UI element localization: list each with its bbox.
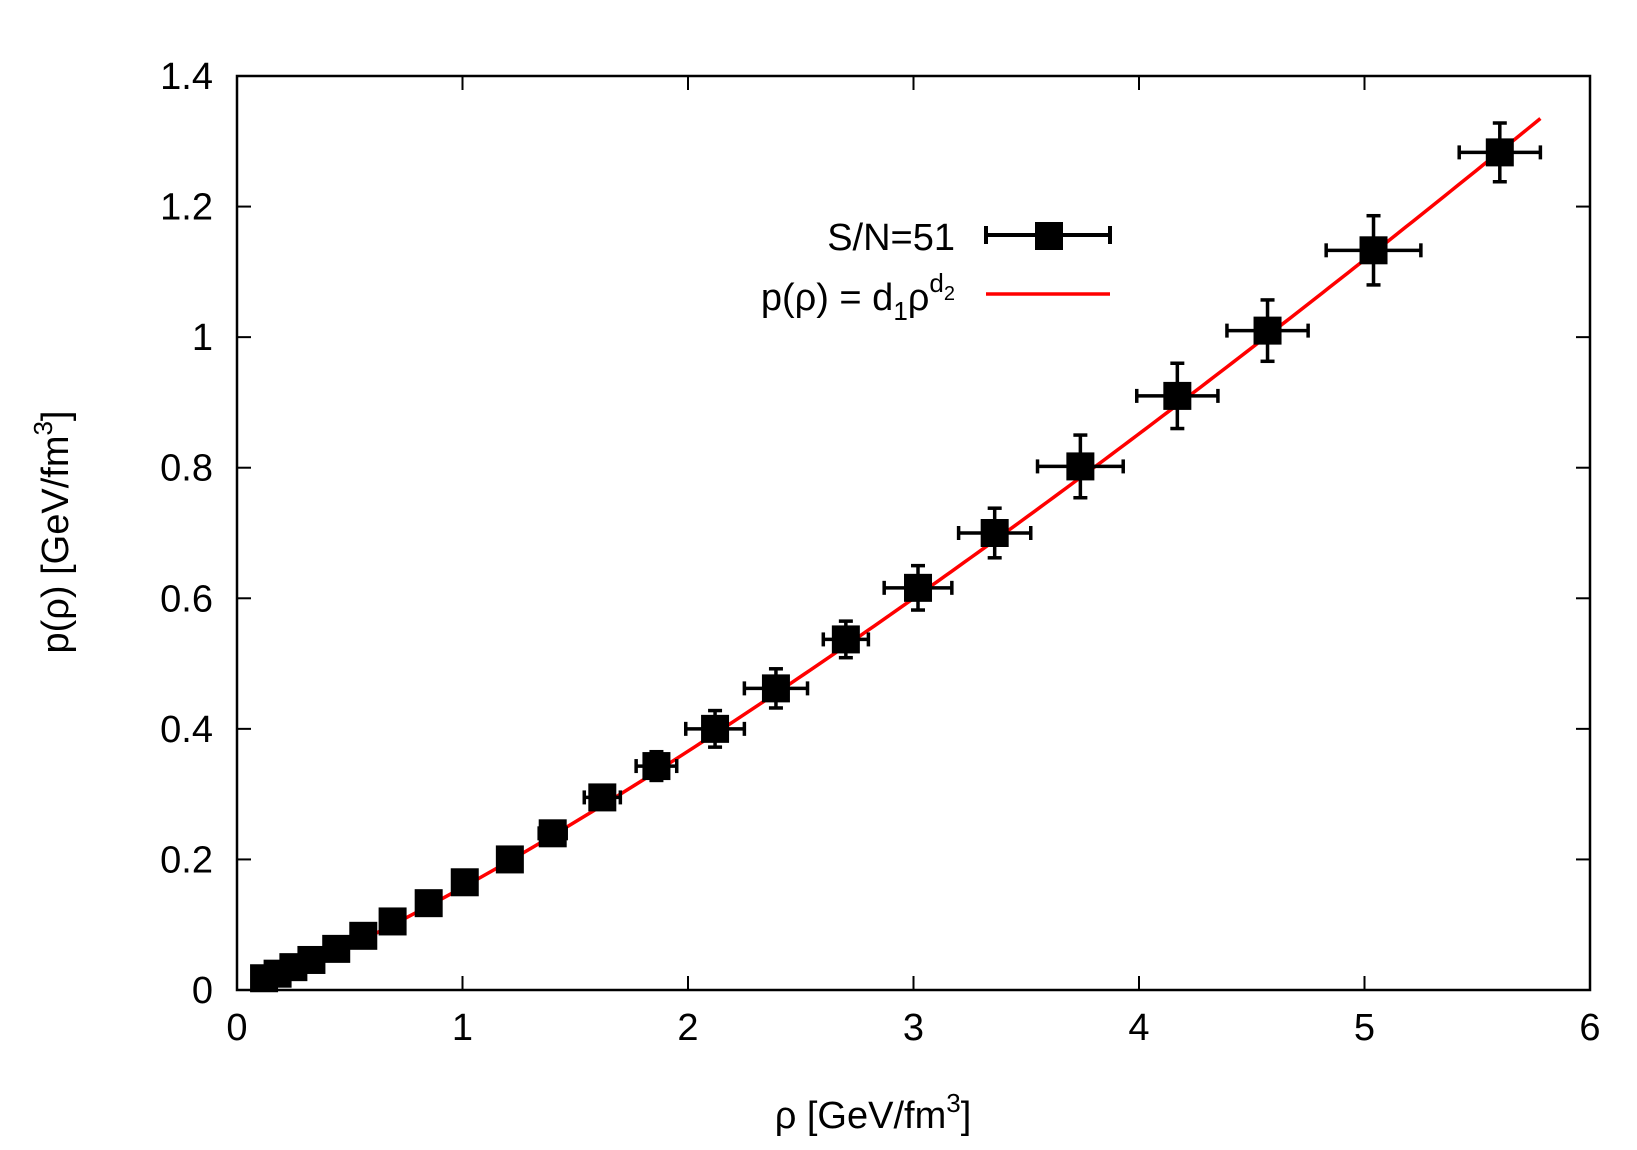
x-tick-label: 2 [677, 1007, 698, 1049]
point-marker [495, 845, 524, 874]
point-marker [1485, 138, 1514, 167]
legend-data-marker [1035, 222, 1063, 250]
point-marker [980, 519, 1009, 547]
data-point [349, 921, 378, 950]
data-point [956, 506, 1033, 560]
legend-label-fit: p(ρ) = d1ρd2 [761, 268, 955, 326]
x-tick-label: 6 [1579, 1007, 1600, 1049]
y-tick-label: 1.4 [160, 56, 213, 98]
point-marker [831, 625, 860, 654]
data-point [821, 619, 871, 660]
y-tick-label: 0.2 [160, 839, 213, 881]
y-tick-label: 0.6 [160, 578, 213, 620]
data-point [1457, 121, 1543, 184]
point-marker [761, 674, 790, 703]
data-point [683, 708, 747, 749]
data-point [495, 845, 524, 874]
data-point [297, 945, 326, 974]
data-point [322, 934, 351, 963]
data-point [1225, 298, 1310, 364]
point-marker [1253, 316, 1282, 345]
plot-area-frame [235, 74, 1592, 992]
y-tick-label: 0.4 [160, 709, 213, 751]
x-tick-label: 0 [226, 1007, 247, 1049]
x-axis-label: ρ [GeV/fm3] [775, 1088, 972, 1137]
data-point [1035, 433, 1125, 500]
x-tick-label: 4 [1128, 1007, 1149, 1049]
point-marker [904, 573, 933, 602]
point-marker [588, 783, 617, 812]
data-point [742, 667, 810, 710]
x-tick-label: 3 [903, 1007, 924, 1049]
x-tick-label: 1 [452, 1007, 473, 1049]
y-axis-label: p(ρ) [GeV/fm3] [28, 410, 77, 653]
point-marker [450, 868, 479, 897]
data-point [882, 563, 954, 612]
point-marker [349, 921, 378, 950]
data-point [537, 819, 568, 848]
point-marker [1066, 452, 1095, 481]
data-points-layer [250, 121, 1543, 993]
point-marker [1359, 236, 1388, 265]
y-axis-ticks: 0 0.2 0.4 0.6 0.8 1 1.2 1.4 [160, 56, 1590, 1012]
y-tick-label: 1 [192, 317, 213, 359]
point-marker [1163, 381, 1192, 410]
data-point [634, 749, 679, 783]
y-tick-label: 0.8 [160, 448, 213, 490]
legend-symbol-data [984, 222, 1112, 250]
point-marker [701, 714, 730, 743]
point-marker [378, 907, 407, 936]
data-point [414, 889, 443, 918]
data-point [1324, 213, 1423, 287]
data-point [378, 907, 407, 936]
data-point [1134, 361, 1220, 431]
legend-label-data: S/N=51 [827, 217, 955, 259]
point-marker [414, 889, 443, 918]
x-tick-label: 5 [1354, 1007, 1375, 1049]
legend: S/N=51 p(ρ) = d1ρd2 [761, 217, 1112, 326]
y-tick-label: 1.2 [160, 187, 213, 229]
data-point [450, 868, 479, 897]
data-point [582, 783, 623, 812]
point-marker [642, 752, 671, 781]
point-marker [297, 945, 326, 974]
point-marker [322, 934, 351, 963]
point-marker [538, 819, 567, 848]
y-tick-label: 0 [192, 970, 213, 1012]
